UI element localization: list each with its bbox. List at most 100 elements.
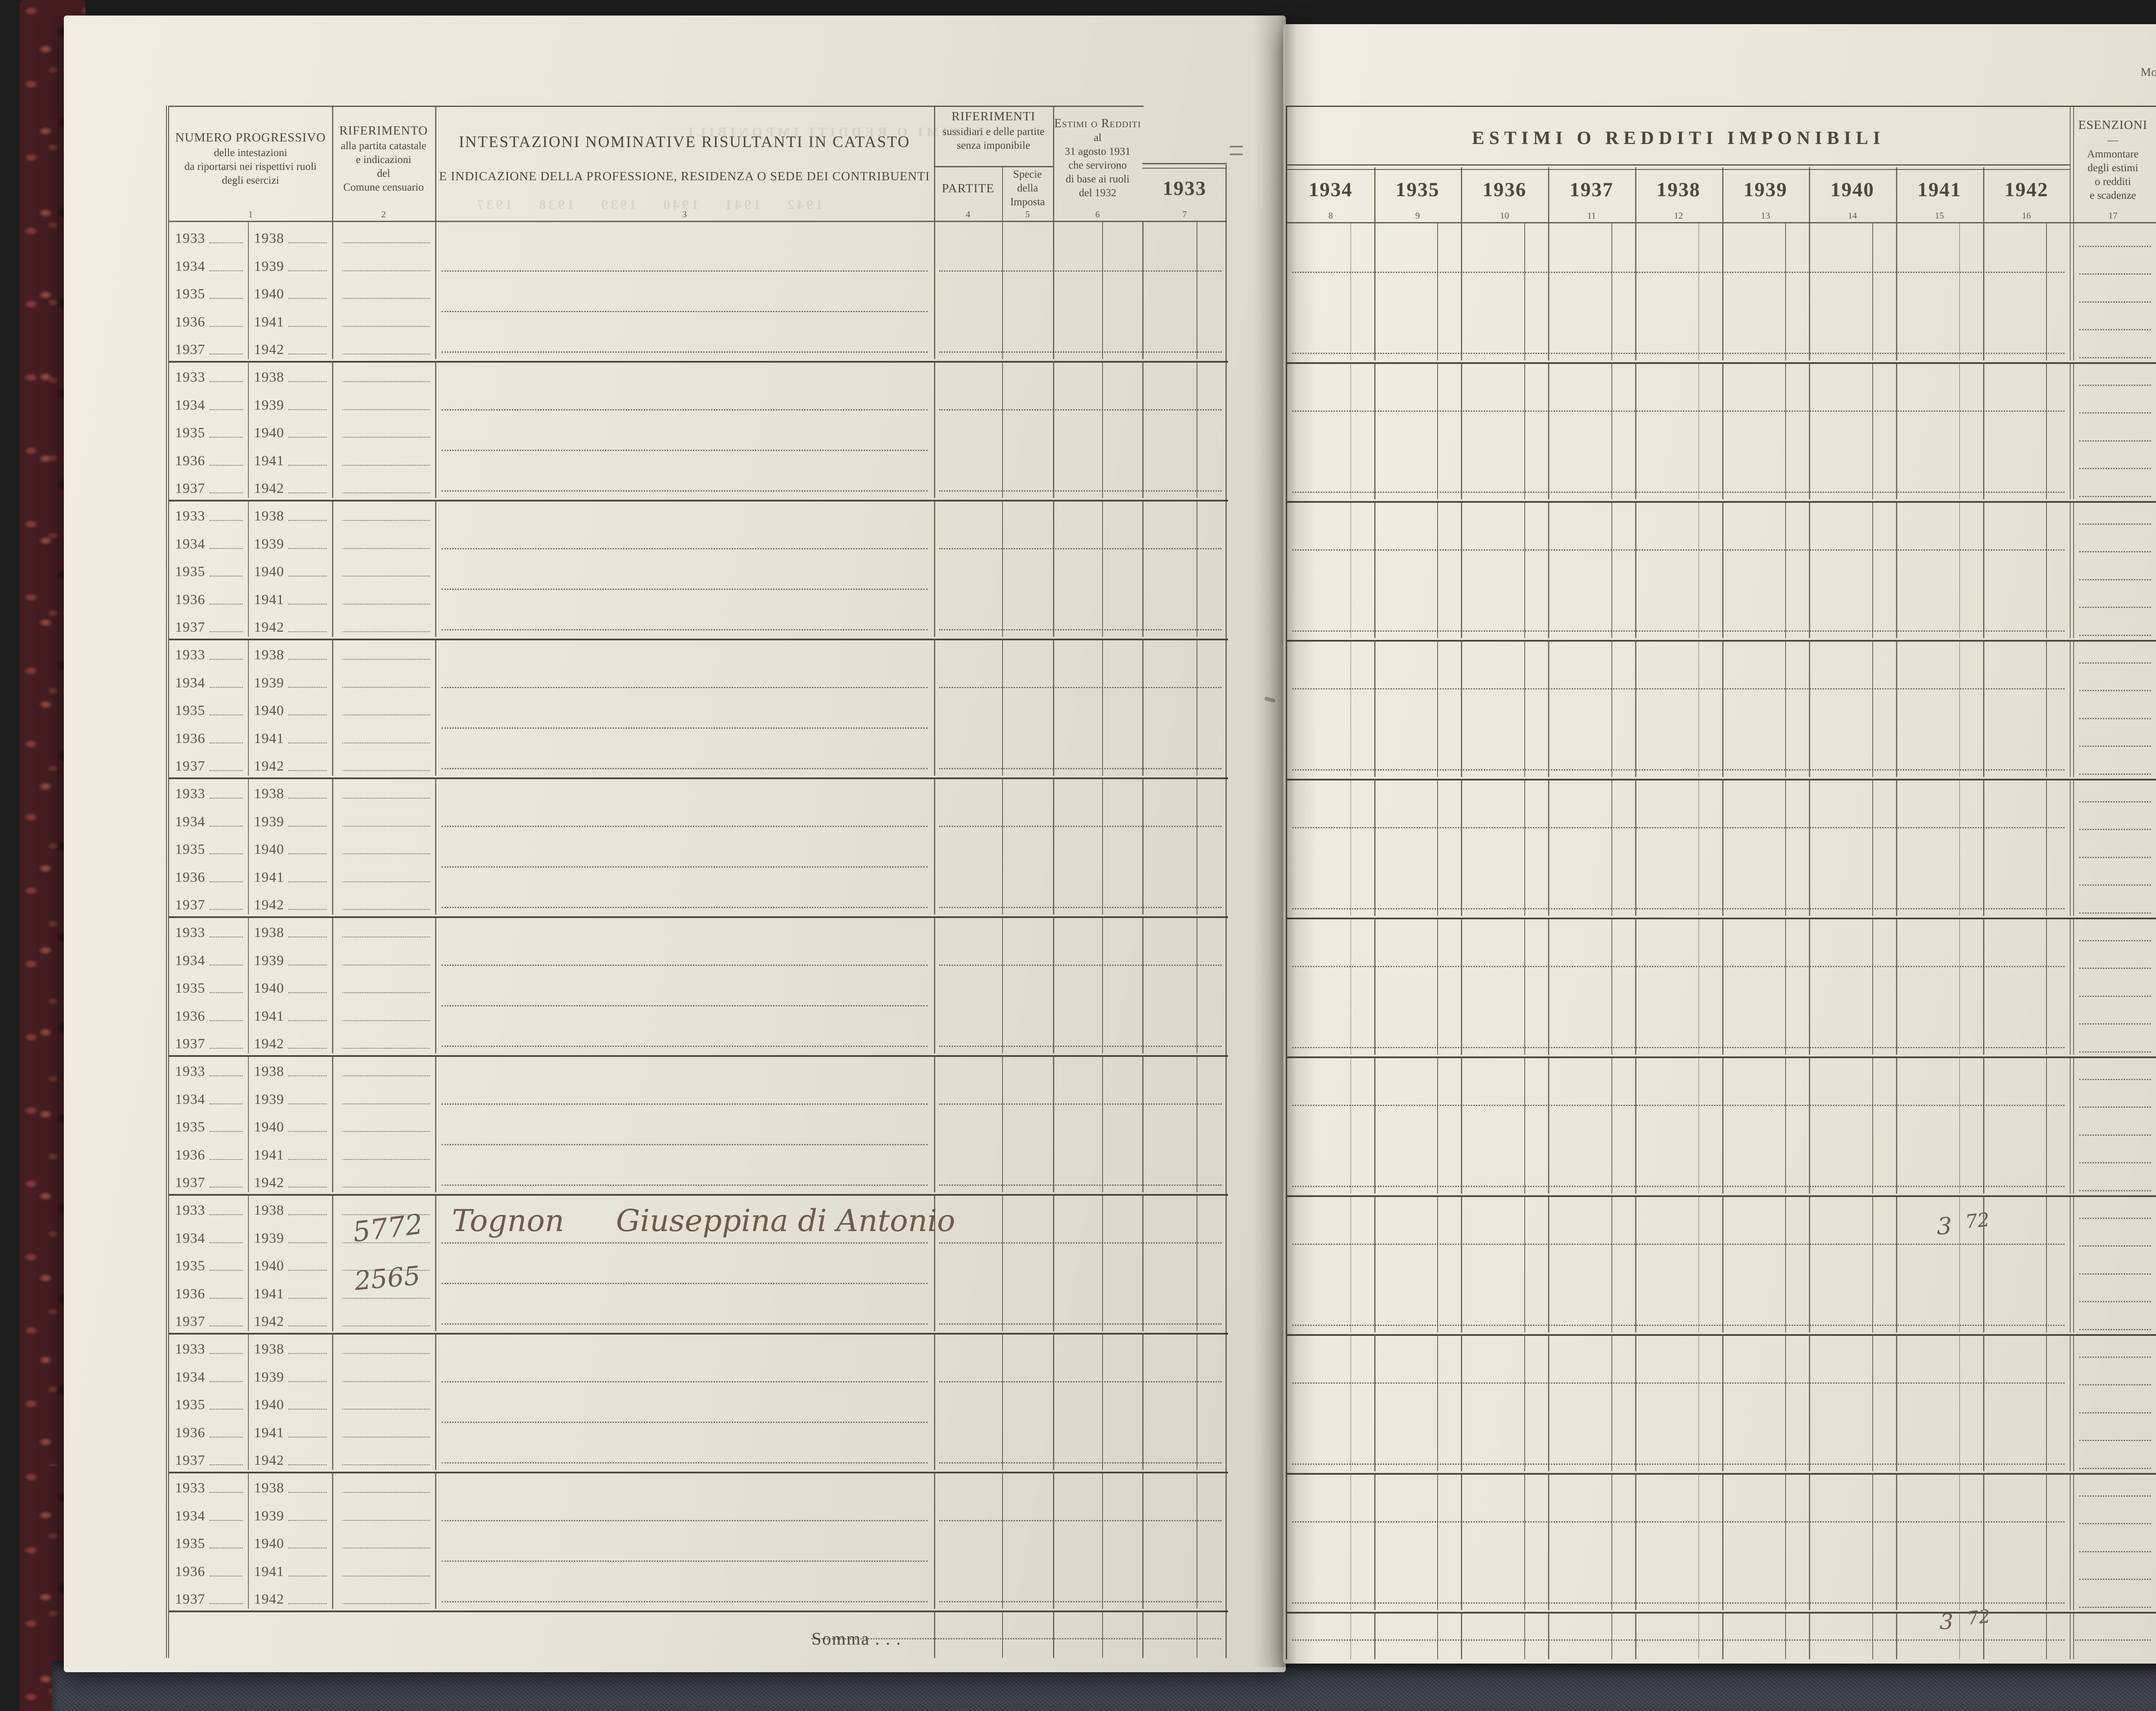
year-row: 1938 (248, 639, 332, 666)
column-divider (435, 500, 436, 637)
year-label: 1941 (254, 1008, 284, 1024)
year-label: 1936 (175, 314, 205, 330)
year-row: 1939 (248, 944, 332, 971)
writing-line (1292, 1602, 2065, 1604)
year-row: 1938 (248, 777, 332, 805)
year-row: 1936 (169, 1555, 248, 1583)
column-divider (1635, 1056, 1636, 1194)
column-divider (1524, 1056, 1525, 1194)
dotted-leader (342, 1131, 430, 1132)
year-label: 1937 (175, 342, 205, 357)
dotted-leader (210, 659, 243, 660)
column-divider (2073, 1612, 2074, 1659)
writing-line (1292, 688, 2065, 689)
stray-equals-mark (1230, 146, 1243, 155)
dotted-leader (342, 1297, 430, 1299)
column-divider (1611, 1056, 1612, 1194)
riferimento-row (332, 472, 435, 500)
year-label: 1939 (254, 814, 284, 830)
writing-line (2079, 1190, 2151, 1191)
column-divider (1524, 1473, 1525, 1610)
dotted-leader (210, 270, 243, 271)
column-divider (1142, 1611, 1144, 1658)
year-label: 1942 (254, 619, 284, 635)
dotted-leader (210, 1159, 243, 1160)
somma-row-right (1287, 1612, 2156, 1659)
writing-line (2079, 1495, 2151, 1497)
column-divider (1461, 362, 1463, 499)
dotted-leader (210, 326, 243, 327)
column-divider (1809, 1612, 1811, 1659)
year-label: 1940 (254, 1397, 284, 1413)
column-divider (934, 639, 935, 776)
column-divider (1002, 1194, 1003, 1331)
dotted-leader (210, 464, 243, 466)
dotted-leader (288, 714, 327, 716)
column-divider (1872, 501, 1873, 638)
column-divider (1374, 1334, 1376, 1471)
year-row: 1942 (248, 1166, 332, 1194)
header-year-1941: 1941 15 (1896, 167, 1983, 223)
dotted-leader (210, 631, 243, 632)
column-divider (934, 916, 935, 1053)
column-number: 13 (1761, 210, 1770, 221)
dotted-leader (288, 909, 327, 910)
column-divider (1983, 1056, 1984, 1194)
riferimento-row (332, 1499, 435, 1527)
column-divider (1053, 361, 1054, 498)
column-divider (1548, 779, 1550, 916)
writing-line (2079, 1273, 2151, 1275)
riferimento-row (332, 1166, 435, 1194)
year-label: 1942 (254, 1313, 284, 1329)
header-line: Comune censuario (343, 182, 424, 193)
year-row: 1935 (169, 833, 248, 861)
column-divider (1809, 362, 1811, 499)
year-label: 1942 (254, 1175, 284, 1191)
column-divider (934, 106, 935, 221)
year-label: 1937 (175, 619, 205, 635)
column-divider (2070, 1473, 2071, 1610)
header-year-1940: 1940 14 (1809, 167, 1896, 223)
dotted-leader (210, 548, 243, 549)
writing-line (442, 768, 928, 769)
dotted-leader (210, 1353, 243, 1354)
dotted-leader (342, 1186, 430, 1188)
column-divider (1959, 779, 1960, 916)
column-divider (1142, 1333, 1144, 1470)
column-divider (1002, 1333, 1003, 1470)
year-row: 1939 (248, 1083, 332, 1110)
writing-line (1292, 1521, 2065, 1523)
header-line: INTESTAZIONI NOMINATIVE RISULTANTI IN CA… (458, 133, 911, 151)
dotted-leader (288, 1020, 327, 1021)
column-divider (2073, 501, 2074, 638)
year-row: 1933 (169, 777, 248, 805)
column-divider (1785, 362, 1786, 499)
dotted-leader (210, 686, 243, 688)
ledger-block: 1933 1938 1934 1939 1935 1940 1936 1941 1937 1942 (169, 777, 1228, 918)
column-divider (2073, 223, 2074, 360)
header-year-1936: 1936 10 (1461, 167, 1548, 223)
dotted-leader (288, 1436, 327, 1438)
column-divider (1461, 501, 1463, 638)
column-divider (1809, 779, 1811, 916)
dotted-leader (288, 1159, 327, 1160)
writing-line (442, 351, 928, 353)
year-label: 1934 (175, 1369, 205, 1385)
year-row: 1940 (248, 972, 332, 1000)
year-row: 1934 (169, 666, 248, 694)
year-row: 1935 (169, 972, 248, 1000)
column-divider (934, 777, 935, 915)
column-divider (1437, 501, 1438, 638)
header-line: degli esercizi (222, 175, 279, 186)
riferimento-row (332, 694, 435, 722)
header-line: di base ai ruoli (1065, 173, 1130, 185)
column-divider (1785, 1473, 1786, 1610)
year-row: 1940 (248, 1388, 332, 1416)
column-divider (332, 106, 333, 221)
year-label: 1940 (254, 1258, 284, 1274)
year-row: 1942 (248, 889, 332, 916)
dotted-leader (342, 270, 430, 271)
column-divider (1142, 361, 1144, 498)
year-row: 1935 (169, 1250, 248, 1277)
header-line: PARTITE (942, 182, 994, 195)
